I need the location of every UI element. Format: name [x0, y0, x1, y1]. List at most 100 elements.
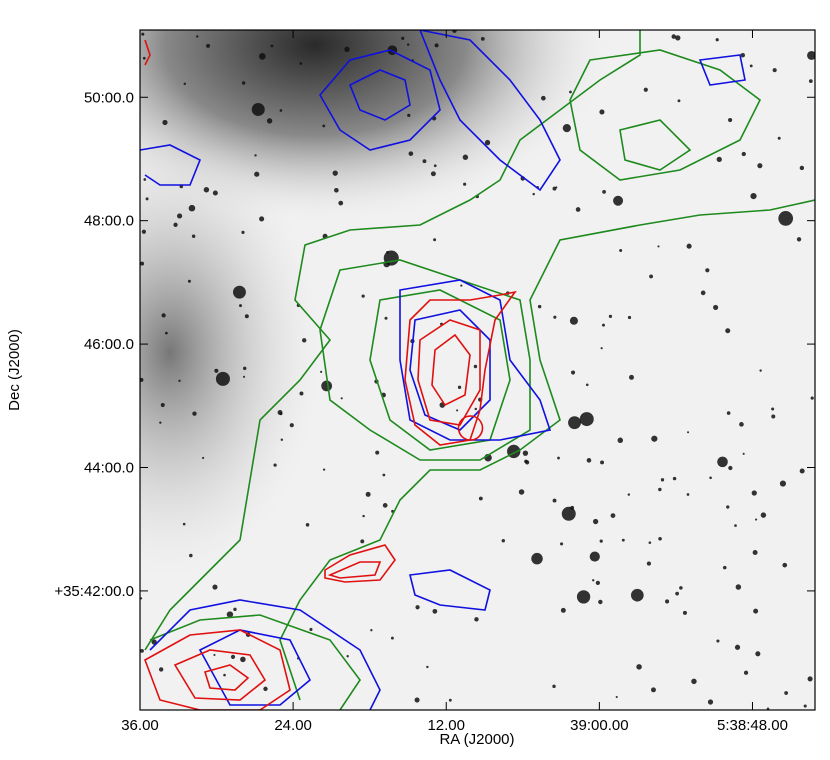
star: [771, 414, 776, 419]
star: [474, 407, 478, 411]
star: [241, 81, 246, 85]
star: [766, 707, 770, 710]
star: [233, 607, 237, 612]
y-tick-label: 48:00.0: [84, 213, 134, 230]
star: [735, 584, 742, 590]
star: [682, 610, 687, 615]
star: [478, 496, 483, 501]
star: [691, 678, 697, 685]
star: [555, 186, 558, 189]
star: [456, 409, 459, 412]
star: [239, 304, 242, 308]
plot-frame: [139, 29, 816, 711]
star: [386, 250, 389, 254]
star: [613, 195, 624, 206]
star: [159, 421, 162, 424]
star: [608, 314, 613, 318]
star: [576, 590, 591, 604]
star: [460, 284, 463, 287]
star: [707, 699, 714, 705]
star: [448, 698, 452, 702]
star: [715, 38, 719, 42]
star: [799, 468, 805, 474]
star: [375, 450, 380, 455]
star: [426, 665, 429, 669]
star: [643, 87, 648, 92]
star: [743, 670, 749, 675]
star: [537, 304, 542, 309]
star: [430, 171, 436, 177]
star: [553, 315, 557, 319]
star: [192, 411, 197, 416]
star: [671, 34, 677, 39]
star: [755, 651, 761, 657]
star: [415, 605, 420, 610]
star: [305, 523, 310, 527]
star: [251, 102, 265, 116]
star: [757, 163, 763, 169]
star: [462, 154, 469, 160]
star: [518, 489, 525, 495]
star: [360, 539, 365, 544]
star: [646, 561, 651, 566]
star: [772, 68, 777, 73]
star: [807, 51, 815, 60]
star: [474, 617, 479, 622]
star: [716, 639, 720, 643]
star: [259, 216, 265, 222]
y-tick-label: 50:00.0: [84, 89, 134, 106]
star: [301, 338, 307, 343]
star: [749, 64, 753, 68]
star: [309, 627, 313, 631]
star: [636, 664, 642, 670]
star: [473, 364, 478, 369]
star: [522, 450, 529, 456]
star: [750, 193, 757, 200]
star: [361, 294, 365, 298]
star: [598, 599, 603, 605]
star: [140, 377, 144, 382]
star: [740, 52, 746, 58]
x-tick-label: 36.00: [121, 717, 159, 734]
star: [742, 452, 745, 455]
star: [230, 654, 236, 659]
star: [254, 154, 257, 157]
star: [277, 410, 283, 415]
x-tick-label: 24.00: [274, 717, 312, 734]
star: [592, 579, 595, 582]
star: [161, 313, 166, 318]
star: [734, 644, 741, 650]
star: [370, 629, 373, 632]
star: [570, 370, 576, 375]
star: [734, 524, 737, 527]
star: [784, 691, 788, 695]
star: [484, 139, 491, 146]
star: [726, 505, 730, 509]
star: [686, 243, 692, 249]
star: [240, 656, 246, 663]
star: [338, 200, 344, 206]
star: [755, 518, 758, 521]
star: [140, 648, 144, 653]
star: [362, 514, 365, 518]
star: [665, 599, 670, 604]
star: [779, 480, 786, 487]
star: [717, 456, 728, 468]
star: [299, 391, 304, 396]
star: [244, 314, 249, 319]
star: [595, 580, 601, 586]
star: [141, 229, 147, 234]
contours: [140, 30, 815, 710]
star: [617, 437, 624, 444]
star: [406, 43, 410, 46]
star: [600, 347, 603, 350]
star: [176, 213, 183, 219]
star: [480, 37, 485, 41]
star: [728, 117, 733, 123]
star: [501, 539, 505, 543]
star: [160, 403, 165, 408]
star: [725, 328, 731, 334]
star: [188, 204, 196, 212]
star: [561, 506, 576, 521]
star: [346, 655, 349, 658]
